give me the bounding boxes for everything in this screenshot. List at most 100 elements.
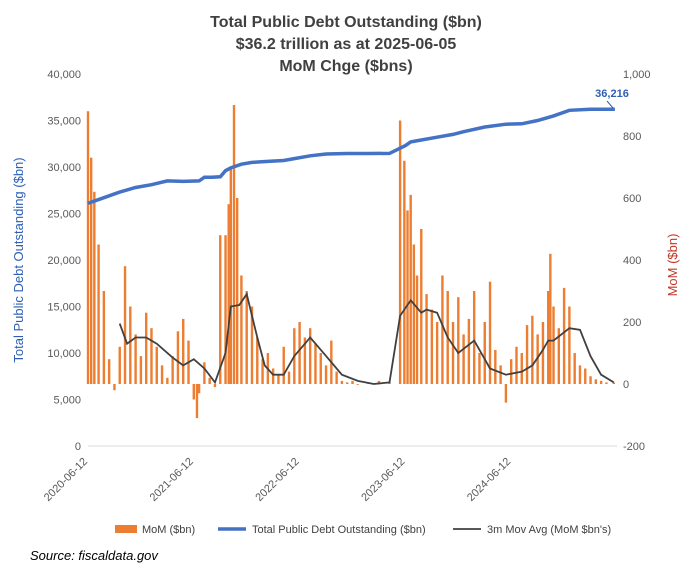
y-left-tick-label: 35,000 (47, 116, 81, 128)
moving-average-line (118, 291, 615, 385)
mom-bar (107, 359, 111, 384)
mom-bar (346, 382, 349, 384)
x-axis-ticks: 2020-06-12 2021-06-12 2022-06-12 2023-06-12… (42, 456, 513, 504)
mom-bar (520, 353, 523, 384)
y-left-tick-label: 0 (75, 441, 81, 453)
mom-bar (113, 384, 116, 391)
mom-bar (504, 384, 508, 403)
mom-bar (398, 120, 402, 384)
mom-bar (472, 291, 476, 384)
mom-bar (549, 253, 552, 384)
mom-bar (435, 322, 439, 384)
mom-bar (409, 194, 412, 384)
y-right-tick-label: 400 (623, 255, 641, 267)
mom-bar (118, 346, 121, 384)
mom-bar (195, 384, 199, 419)
y-left-tick-label: 15,000 (47, 302, 81, 314)
mom-bar (568, 306, 571, 384)
mom-bar (129, 306, 132, 384)
mom-bar (499, 365, 502, 384)
mom-bar (377, 380, 381, 384)
mom-bar (171, 356, 174, 384)
mom-bar (89, 157, 93, 384)
mom-bar (97, 244, 100, 384)
mom-bar (562, 287, 566, 384)
mom-bar (552, 306, 555, 384)
mom-bar (134, 334, 137, 384)
x-tick-label: 2021-06-12 (148, 456, 196, 504)
mom-bar (541, 322, 545, 384)
mom-bar (412, 244, 416, 384)
mom-bar (308, 328, 312, 384)
mom-bar (155, 346, 158, 384)
mom-bar (510, 359, 513, 384)
mom-bar (599, 380, 603, 384)
x-tick-label: 2022-06-12 (253, 456, 301, 504)
mom-bar (531, 315, 534, 384)
mom-bar (150, 328, 153, 384)
mom-bar (271, 368, 275, 384)
mom-bar (441, 275, 444, 384)
mom-bar (245, 291, 248, 384)
mom-bar (287, 371, 291, 384)
last-value-leader (606, 100, 614, 109)
y-right-tick-label: 800 (623, 131, 641, 143)
mom-bar (139, 356, 143, 384)
mom-bar (235, 198, 239, 384)
mom-bar (232, 105, 236, 384)
mom-bar (525, 325, 529, 384)
title-line-1: Total Public Debt Outstanding ($bn) (210, 14, 482, 31)
mom-bar (144, 312, 148, 384)
y-right-tick-label: 0 (623, 379, 629, 391)
mom-bar (494, 349, 497, 384)
mom-bar (93, 191, 96, 384)
mom-bar (612, 382, 616, 384)
mom-bar (351, 380, 354, 384)
mom-bar (340, 380, 344, 384)
mom-bar (303, 337, 307, 384)
mom-bar (557, 328, 561, 384)
y-right-tick-label: -200 (623, 441, 645, 453)
y-axis-right-ticks: -200 0 200 400 600 800 1,000 (623, 69, 651, 453)
mom-bar (420, 229, 423, 384)
mom-bar (229, 167, 233, 384)
last-value-label: 36,216 (595, 88, 629, 100)
mom-bar (573, 353, 576, 384)
mom-bar (324, 365, 328, 384)
mom-bar (102, 291, 106, 384)
x-tick-label: 2023-06-12 (359, 456, 407, 504)
mom-bar (282, 346, 285, 384)
mom-bar (488, 281, 492, 384)
mom-bar (166, 377, 169, 384)
mom-bar (415, 275, 419, 384)
y-right-tick-label: 600 (623, 193, 641, 205)
mom-bar (160, 365, 164, 384)
mom-bar (356, 384, 359, 385)
x-tick-label: 2024-06-12 (465, 456, 513, 504)
mom-bar (425, 294, 428, 384)
y-left-tick-label: 20,000 (47, 255, 81, 267)
legend: MoM ($bn) Total Public Debt Outstanding … (115, 524, 611, 536)
mom-bar (478, 353, 481, 384)
mom-bar (261, 359, 264, 384)
y-left-tick-label: 40,000 (47, 69, 81, 81)
title-line-2: $36.2 trillion as at 2025-06-05 (236, 36, 457, 53)
mom-bar (605, 382, 608, 384)
mom-bar (208, 377, 211, 384)
mom-bar (227, 204, 230, 384)
title-line-3: MoM Chge ($bns) (279, 58, 412, 75)
mom-bar (240, 275, 243, 384)
mom-bar (250, 306, 254, 384)
y-left-tick-label: 10,000 (47, 348, 81, 360)
y-axis-right-label: MoM ($bn) (665, 234, 680, 297)
y-right-tick-label: 1,000 (623, 69, 651, 81)
legend-label-avg: 3m Mov Avg (MoM $bn's) (487, 524, 611, 536)
mom-bar (462, 334, 465, 384)
mom-bar (547, 291, 550, 384)
mom-bar (515, 346, 518, 384)
mom-bar (182, 318, 185, 384)
y-left-tick-label: 5,000 (53, 395, 81, 407)
legend-label-debt: Total Public Debt Outstanding ($bn) (252, 524, 426, 536)
mom-bar (203, 362, 206, 384)
source-note: Source: fiscaldata.gov (30, 548, 158, 563)
